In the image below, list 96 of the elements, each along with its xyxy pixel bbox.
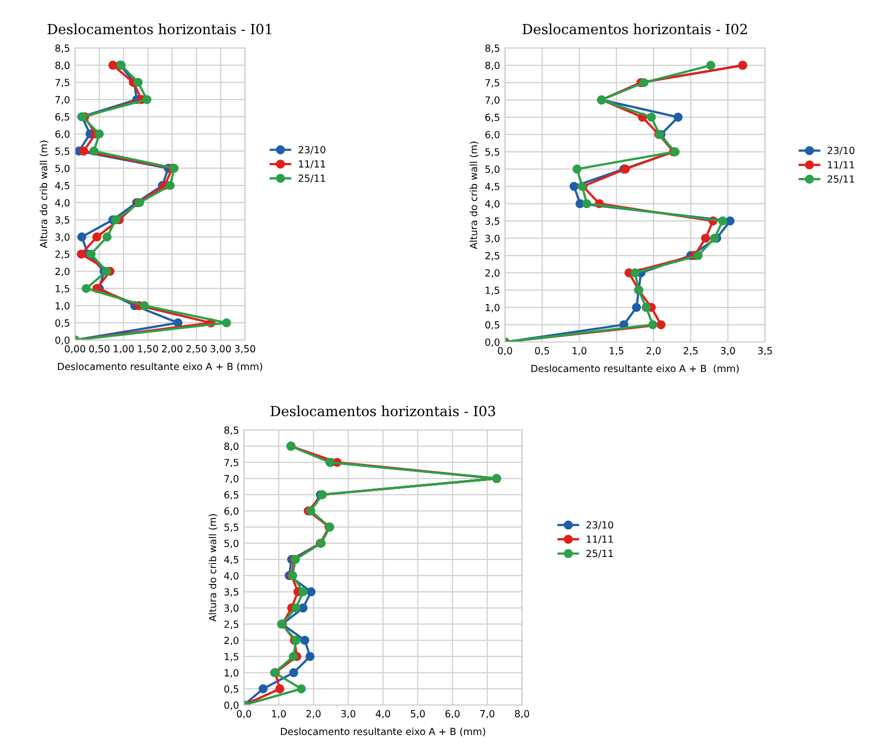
x-tick-label: 2,0 xyxy=(646,347,661,356)
y-tick-label: 8,0 xyxy=(224,442,238,451)
y-tick-label: 0,0 xyxy=(55,336,70,345)
x-tick-label: 2,00 xyxy=(162,345,182,354)
y-axis-title: Altura do crib wall (m) xyxy=(470,142,478,250)
y-tick-label: 8,0 xyxy=(55,62,70,70)
legend-label: 11/11 xyxy=(828,161,854,170)
x-tick-label: 1,50 xyxy=(138,345,158,354)
legend-label: 25/11 xyxy=(828,175,854,184)
y-tick-label: 4,0 xyxy=(485,200,500,208)
y-axis-title: Altura do crib wall (m) xyxy=(208,514,218,622)
y-tick-label: 1,0 xyxy=(486,304,500,312)
x-axis-title: Deslocamento resultante eixo A + B (mm) xyxy=(281,728,486,736)
y-tick-label: 4,0 xyxy=(224,572,238,580)
y-tick-label: 3,0 xyxy=(55,233,70,242)
x-tick-label: 0,50 xyxy=(89,345,110,354)
y-tick-label: 0,5 xyxy=(224,685,238,694)
y-tick-label: 3,5 xyxy=(224,588,238,597)
y-tick-label: 0,0 xyxy=(224,701,238,710)
y-tick-label: 3,0 xyxy=(224,604,238,613)
y-tick-label: 3,0 xyxy=(485,234,500,244)
y-tick-label: 6,0 xyxy=(224,507,238,516)
y-axis-title: Altura do crib wall (m) xyxy=(40,140,48,248)
y-tick-label: 3,5 xyxy=(55,216,70,225)
x-tick-label: 2,0 xyxy=(306,710,321,718)
y-tick-label: 5,5 xyxy=(485,148,500,157)
y-tick-label: 4,5 xyxy=(224,556,238,564)
y-tick-label: 5,0 xyxy=(224,540,238,548)
y-tick-label: 5,0 xyxy=(485,166,500,174)
x-tick-label: 1,5 xyxy=(610,347,624,356)
x-tick-label: 3,50 xyxy=(234,345,256,354)
y-tick-label: 1,5 xyxy=(224,653,238,662)
y-tick-label: 2,5 xyxy=(55,250,70,259)
x-axis-title: Deslocamento resultante eixo A + B (mm) xyxy=(58,362,262,372)
y-tick-label: 7,5 xyxy=(485,79,500,88)
y-tick-label: 2,5 xyxy=(224,620,238,629)
x-tick-label: 0,0 xyxy=(236,710,252,718)
y-tick-label: 1,0 xyxy=(56,302,70,310)
y-tick-label: 7,5 xyxy=(55,78,70,88)
y-tick-label: 0,5 xyxy=(55,319,70,328)
x-tick-label: 3,0 xyxy=(341,710,356,718)
legend-label: 25/11 xyxy=(298,174,326,183)
y-tick-label: 6,5 xyxy=(55,113,70,122)
y-tick-label: 6,5 xyxy=(485,114,500,122)
chart-title: Deslocamentos horizontais - I02 xyxy=(522,24,747,34)
y-tick-label: 2,0 xyxy=(55,268,70,276)
y-tick-label: 2,0 xyxy=(485,269,500,278)
y-tick-label: 1,5 xyxy=(56,285,70,294)
y-tick-label: 4,5 xyxy=(485,182,500,192)
y-tick-label: 4,5 xyxy=(55,182,70,190)
chart-title: Deslocamentos horizontais - I03 xyxy=(270,406,496,416)
y-tick-label: 8,5 xyxy=(224,426,238,435)
y-tick-label: 6,0 xyxy=(485,130,500,140)
x-tick-label: 0,0 xyxy=(498,347,512,356)
x-tick-label: 2,5 xyxy=(684,347,698,356)
y-tick-label: 7,0 xyxy=(224,475,238,484)
y-tick-label: 3,5 xyxy=(485,217,500,226)
y-tick-label: 4,0 xyxy=(55,199,70,208)
legend-label: 23/10 xyxy=(586,521,614,530)
y-tick-label: 7,5 xyxy=(224,458,238,468)
y-tick-label: 2,0 xyxy=(224,636,238,646)
y-tick-label: 1,5 xyxy=(486,286,500,295)
x-tick-label: 1,0 xyxy=(572,347,586,356)
x-tick-label: 6,0 xyxy=(445,710,460,718)
y-tick-label: 8,0 xyxy=(485,62,500,70)
x-tick-label: 1,00 xyxy=(114,345,134,354)
legend-label: 11/11 xyxy=(586,536,613,544)
y-tick-label: 6,5 xyxy=(224,491,238,500)
y-tick-label: 5,5 xyxy=(224,524,238,532)
x-tick-label: 2,50 xyxy=(186,345,207,354)
y-tick-label: 6,0 xyxy=(55,130,70,139)
x-tick-label: 0,5 xyxy=(535,347,550,356)
x-tick-label: 3,00 xyxy=(210,345,231,354)
y-tick-label: 0,0 xyxy=(485,338,500,347)
y-tick-label: 8,5 xyxy=(485,44,500,53)
chart-title: Deslocamentos horizontais - I01 xyxy=(48,24,272,34)
x-tick-label: 1,0 xyxy=(272,710,286,718)
y-tick-label: 8,5 xyxy=(55,44,70,53)
y-tick-label: 5,5 xyxy=(55,148,70,156)
y-tick-label: 2,5 xyxy=(485,252,500,260)
legend-label: 11/11 xyxy=(299,160,326,168)
y-tick-label: 5,0 xyxy=(55,164,70,174)
legend-label: 23/10 xyxy=(828,146,854,155)
y-tick-label: 0,5 xyxy=(485,321,500,330)
y-tick-label: 7,0 xyxy=(55,96,70,104)
y-tick-label: 7,0 xyxy=(485,96,500,105)
legend-label: 23/10 xyxy=(298,146,326,154)
x-tick-label: 3,5 xyxy=(758,347,772,356)
y-tick-label: 1,0 xyxy=(224,669,238,678)
x-tick-label: 3,0 xyxy=(720,347,735,356)
x-axis-title: Deslocamento resultante eixo A + B (mm) xyxy=(531,364,739,374)
x-tick-label: 0,00 xyxy=(64,345,86,354)
x-tick-label: 4,0 xyxy=(376,710,390,718)
legend-label: 25/11 xyxy=(586,550,613,558)
x-tick-label: 5,0 xyxy=(410,710,425,718)
x-tick-label: 8,0 xyxy=(514,710,530,718)
